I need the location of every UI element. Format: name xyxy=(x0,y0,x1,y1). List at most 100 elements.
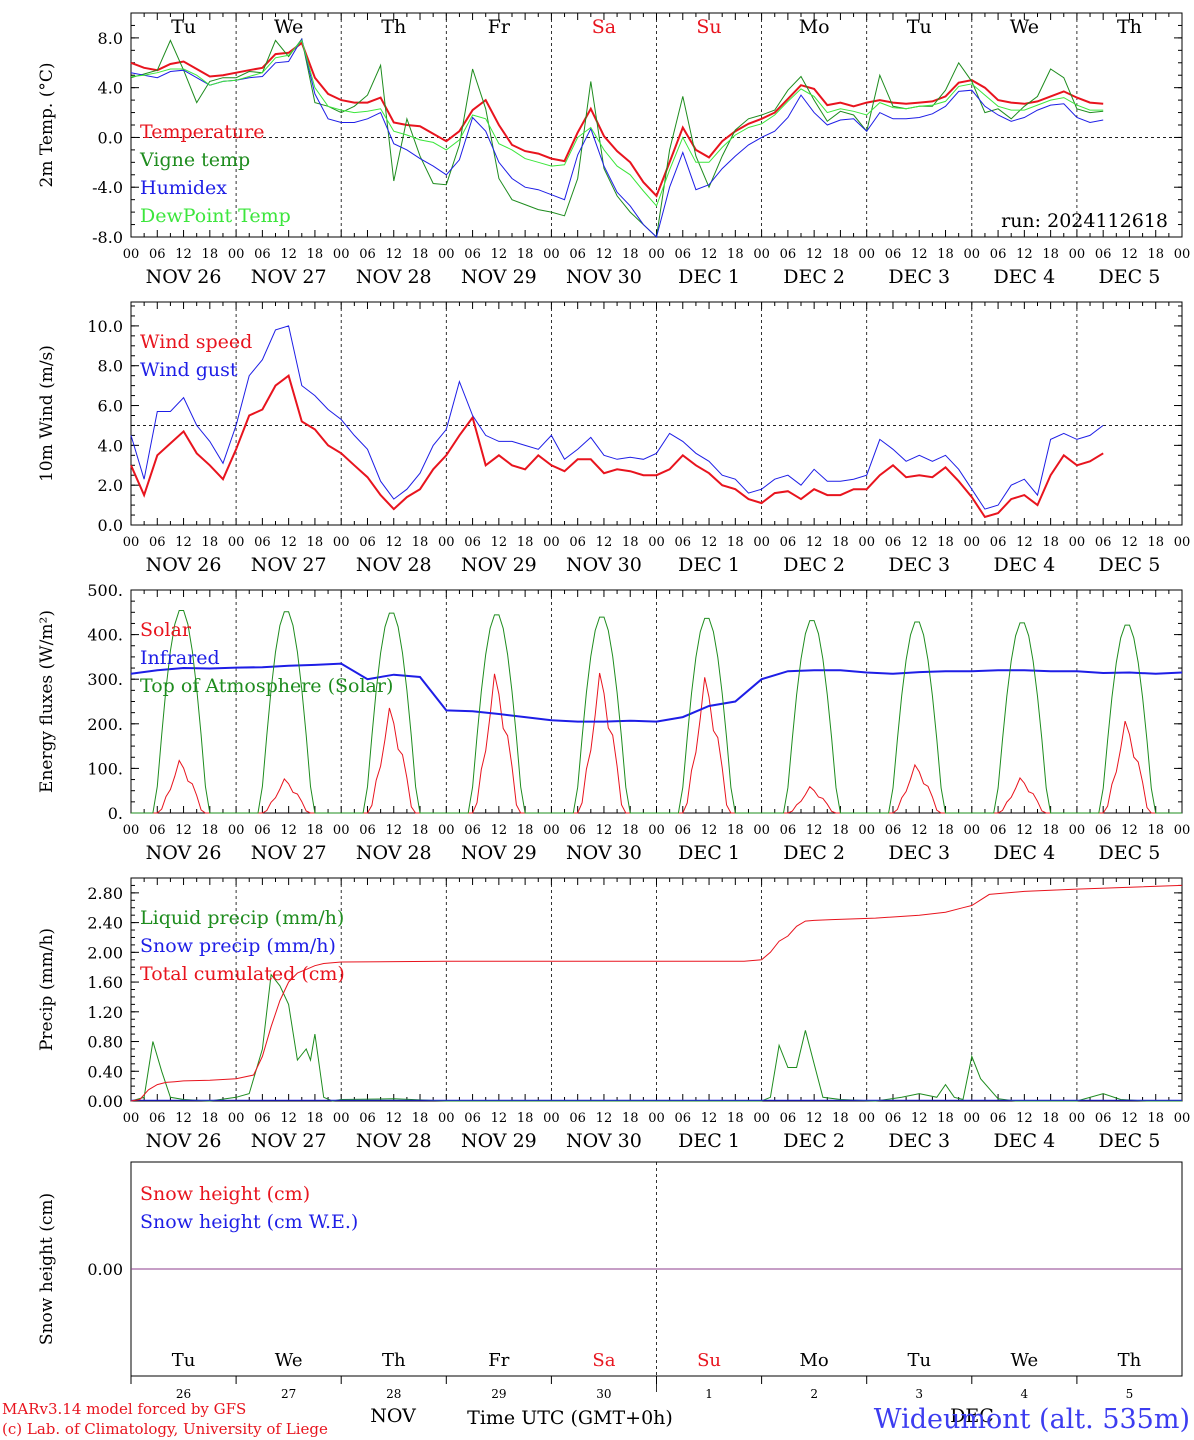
hour-tick-label: 06 xyxy=(990,247,1007,262)
date-label: DEC 1 xyxy=(678,842,740,864)
weekday-label: Tu xyxy=(907,1350,931,1371)
date-label: DEC 2 xyxy=(783,1130,845,1152)
hour-tick-label: 06 xyxy=(359,535,376,550)
hour-tick-label: 00 xyxy=(543,247,560,262)
hour-tick-label: 18 xyxy=(1147,823,1164,838)
hour-tick-label: 18 xyxy=(517,247,534,262)
hour-tick-label: 00 xyxy=(964,1111,981,1126)
hour-tick-label: 06 xyxy=(1095,247,1112,262)
date-label: NOV 28 xyxy=(356,1130,432,1152)
hour-tick-label: 06 xyxy=(780,823,797,838)
hour-tick-label: 12 xyxy=(280,823,297,838)
weekday-label: Th xyxy=(382,1350,406,1371)
hour-tick-label: 18 xyxy=(622,535,639,550)
hour-tick-label: 00 xyxy=(858,247,875,262)
hour-tick-label: 18 xyxy=(1042,823,1059,838)
hour-tick-label: 06 xyxy=(780,1111,797,1126)
hour-tick-label: 00 xyxy=(228,535,245,550)
weekday-label: Mo xyxy=(800,1350,829,1371)
hour-tick-label: 12 xyxy=(175,247,192,262)
hour-tick-label: 00 xyxy=(753,247,770,262)
hour-tick-label: 18 xyxy=(307,535,324,550)
y-tick-label: 8.0 xyxy=(98,29,123,48)
hour-tick-label: 18 xyxy=(622,247,639,262)
month-label-nov: NOV xyxy=(370,1405,416,1427)
hour-tick-label: 12 xyxy=(280,535,297,550)
hour-tick-label: 12 xyxy=(806,823,823,838)
hour-tick-label: 00 xyxy=(753,1111,770,1126)
y-tick-label: 2.00 xyxy=(87,943,123,962)
panel-5: 0.00 Snow height (cm) Snow height (cm) Snow… xyxy=(37,1161,1183,1401)
y-tick-label: 10.0 xyxy=(87,317,123,336)
date-label: DEC 4 xyxy=(993,842,1055,864)
hour-tick-label: 06 xyxy=(885,823,902,838)
weekday-label: Th xyxy=(381,16,406,38)
date-label: DEC 2 xyxy=(783,266,845,288)
hour-tick-label: 18 xyxy=(1147,1111,1164,1126)
hour-tick-label: 00 xyxy=(858,1111,875,1126)
day-number-label: 3 xyxy=(915,1387,923,1401)
date-label: DEC 4 xyxy=(993,554,1055,576)
date-label: NOV 26 xyxy=(146,266,222,288)
hour-tick-label: 06 xyxy=(885,247,902,262)
y-tick-label: -4.0 xyxy=(92,178,123,197)
date-label: NOV 27 xyxy=(251,1130,327,1152)
hour-tick-label: 00 xyxy=(333,247,350,262)
day-number-label: 29 xyxy=(491,1387,506,1401)
hour-tick-label: 06 xyxy=(359,247,376,262)
date-label: DEC 1 xyxy=(678,554,740,576)
weekday-label: Tu xyxy=(907,16,932,38)
hour-tick-label: 18 xyxy=(1042,535,1059,550)
hour-tick-label: 00 xyxy=(1069,1111,1086,1126)
date-label: DEC 3 xyxy=(888,1130,950,1152)
hour-tick-label: 12 xyxy=(175,1111,192,1126)
hour-tick-label: 12 xyxy=(806,535,823,550)
hour-tick-label: 00 xyxy=(228,823,245,838)
hour-tick-label: 18 xyxy=(937,247,954,262)
hour-tick-label: 12 xyxy=(385,1111,402,1126)
y-tick-label: 2.80 xyxy=(87,884,123,903)
day-number-label: 30 xyxy=(596,1387,611,1401)
hour-tick-label: 00 xyxy=(438,535,455,550)
hour-tick-label: 18 xyxy=(1042,247,1059,262)
date-label: NOV 26 xyxy=(146,1130,222,1152)
date-label: DEC 4 xyxy=(993,1130,1055,1152)
hour-tick-label: 00 xyxy=(964,247,981,262)
hour-tick-label: 12 xyxy=(596,247,613,262)
date-label: NOV 26 xyxy=(146,842,222,864)
hour-tick-label: 18 xyxy=(517,1111,534,1126)
hour-tick-label: 12 xyxy=(911,823,928,838)
date-label: NOV 29 xyxy=(461,842,537,864)
date-label: NOV 29 xyxy=(461,1130,537,1152)
hour-tick-label: 00 xyxy=(753,535,770,550)
date-label: NOV 28 xyxy=(356,554,432,576)
hour-tick-label: 12 xyxy=(1016,823,1033,838)
date-label: DEC 3 xyxy=(888,842,950,864)
hour-tick-label: 00 xyxy=(1069,247,1086,262)
hour-tick-label: 00 xyxy=(1174,247,1191,262)
plot-frame xyxy=(130,301,1183,526)
y-tick-label: 4.0 xyxy=(98,79,123,98)
day-number-label: 4 xyxy=(1021,1387,1029,1401)
hour-tick-label: 18 xyxy=(937,1111,954,1126)
weekday-label: We xyxy=(1010,16,1039,38)
hour-tick-label: 00 xyxy=(123,535,140,550)
hour-tick-label: 00 xyxy=(753,823,770,838)
hour-tick-label: 00 xyxy=(333,1111,350,1126)
legend-entry: Liquid precip (mm/h) xyxy=(140,907,344,929)
hour-tick-label: 12 xyxy=(1016,1111,1033,1126)
hour-tick-label: 00 xyxy=(1174,823,1191,838)
y-tick-label: 500. xyxy=(87,581,123,600)
credit-line-2: (c) Lab. of Climatology, University of L… xyxy=(2,1420,328,1438)
weekday-label: We xyxy=(1011,1350,1039,1371)
weekday-label: We xyxy=(274,16,303,38)
weekday-label: Su xyxy=(696,16,721,38)
hour-tick-label: 00 xyxy=(333,823,350,838)
hour-tick-label: 06 xyxy=(569,1111,586,1126)
hour-tick-label: 06 xyxy=(464,823,481,838)
hour-tick-label: 06 xyxy=(675,247,692,262)
hour-tick-label: 06 xyxy=(885,535,902,550)
weekday-label: Fr xyxy=(488,16,511,38)
hour-tick-label: 06 xyxy=(675,535,692,550)
hour-tick-label: 18 xyxy=(307,823,324,838)
